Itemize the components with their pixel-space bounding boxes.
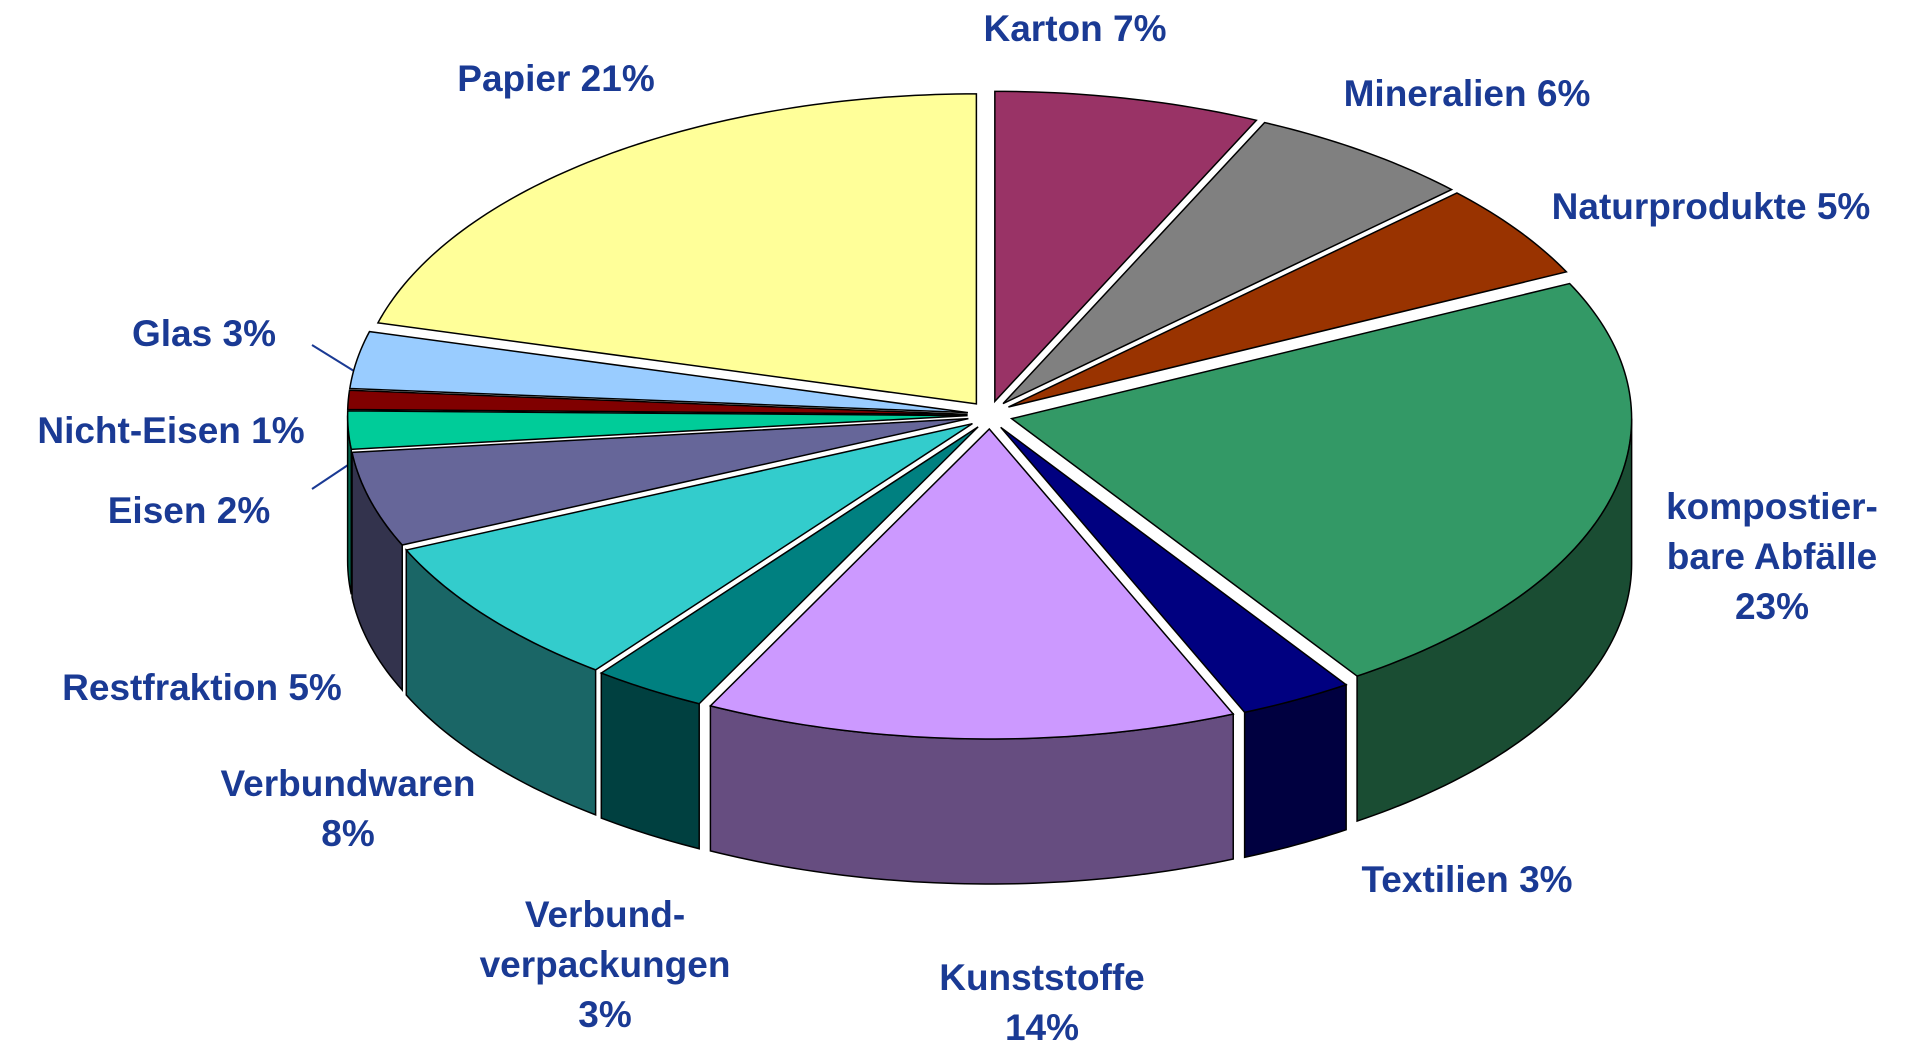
slice — [346, 389, 968, 416]
slice-label: kompostier-bare Abfälle 23% — [1657, 482, 1887, 632]
slice — [1009, 282, 1633, 677]
category-name: Glas — [132, 313, 213, 354]
slice-label: Naturprodukte 5% — [1481, 182, 1906, 232]
category-name: Eisen — [107, 490, 207, 531]
category-name: Nicht-Eisen — [37, 410, 241, 451]
value-label: 8% — [321, 813, 375, 854]
slice — [404, 422, 973, 671]
slice-label: Mineralien 6% — [1267, 69, 1667, 119]
category-name: Naturprodukte — [1551, 186, 1807, 227]
slice — [346, 410, 968, 451]
slice-label: Verbundwaren 8% — [183, 759, 513, 859]
value-label: 7% — [1113, 8, 1167, 49]
slice-label: Verbund-verpackungen 3% — [465, 890, 745, 1040]
value-label: 6% — [1536, 73, 1591, 114]
value-label: 14% — [1004, 1007, 1080, 1048]
slice — [599, 426, 979, 705]
value-label: 1% — [251, 410, 305, 451]
slice-side — [1243, 683, 1347, 859]
value-label: 23% — [1734, 586, 1810, 627]
slice-label: Kunststoffe 14% — [892, 953, 1192, 1053]
slice — [708, 427, 1235, 740]
category-name: Karton — [983, 8, 1103, 49]
category-name: Papier — [457, 58, 571, 99]
category-name: kompostier-bare Abfälle — [1666, 486, 1878, 577]
slice-label: Karton 7% — [875, 4, 1275, 54]
value-label: 2% — [216, 490, 271, 531]
slice-label: Textilien 3% — [1267, 855, 1667, 905]
category-name: Textilien — [1361, 859, 1509, 900]
category-name: Restfraktion — [62, 667, 279, 708]
slice — [1000, 426, 1348, 714]
slice — [1008, 192, 1568, 408]
value-label: 3% — [222, 313, 276, 354]
category-name: Mineralien — [1343, 73, 1527, 114]
slice — [994, 90, 1258, 404]
slice-label: Eisen 2% — [39, 486, 339, 536]
value-label: 3% — [1519, 859, 1573, 900]
value-label: 3% — [578, 994, 632, 1035]
slice-label: Glas 3% — [54, 309, 354, 359]
slice-label: Papier 21% — [356, 54, 756, 104]
category-name: Verbundwaren — [220, 763, 476, 804]
category-name: Kunststoffe — [939, 957, 1145, 998]
value-label: 5% — [1816, 186, 1871, 227]
slice — [1002, 121, 1454, 405]
category-name: Verbund-verpackungen — [479, 894, 731, 985]
slice — [348, 330, 969, 414]
value-label: 5% — [288, 667, 342, 708]
value-label: 21% — [580, 58, 655, 99]
slice — [376, 93, 978, 405]
slice-label: Restfraktion 5% — [2, 663, 402, 713]
slice — [351, 417, 969, 546]
slice-label: Nicht-Eisen 1% — [0, 406, 371, 456]
